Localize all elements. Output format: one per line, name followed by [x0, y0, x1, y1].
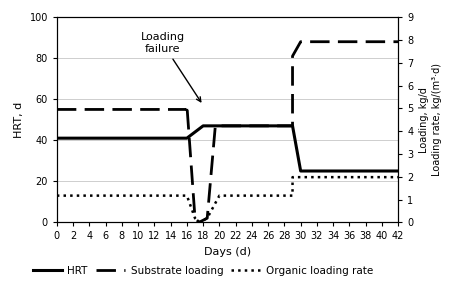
- X-axis label: Days (d): Days (d): [204, 247, 251, 257]
- Legend: HRT, Substrate loading, Organic loading rate: HRT, Substrate loading, Organic loading …: [29, 261, 377, 280]
- Y-axis label: Loading, kg/d
Loading rate, kg/(m³·d): Loading, kg/d Loading rate, kg/(m³·d): [419, 63, 442, 176]
- Y-axis label: HRT, d: HRT, d: [14, 101, 24, 138]
- Text: Loading
failure: Loading failure: [140, 32, 201, 102]
